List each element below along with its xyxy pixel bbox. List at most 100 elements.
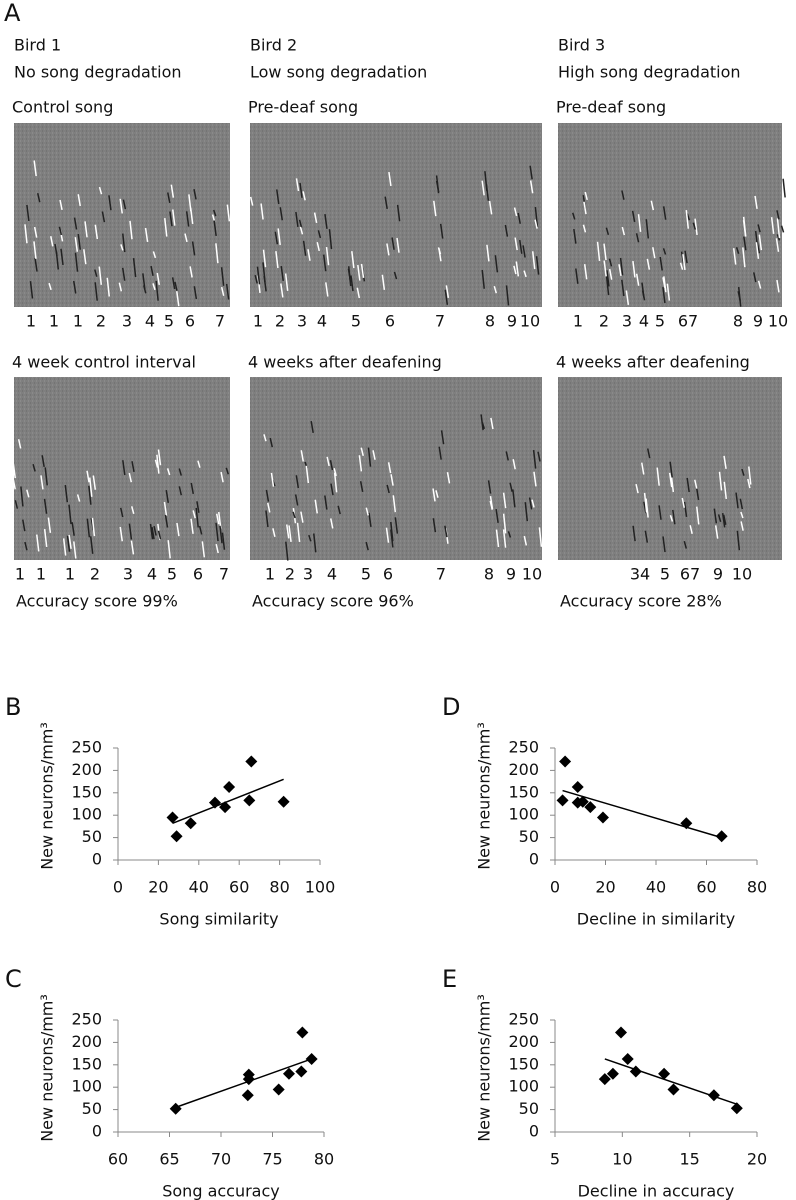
spectrogram-streak: [736, 530, 741, 551]
syllable-label: 1: [15, 565, 25, 584]
spectrogram-streak: [294, 494, 299, 506]
spectrogram-streak: [608, 258, 613, 267]
spectrogram-streak: [267, 502, 271, 513]
spectrogram-streak: [507, 531, 512, 538]
y-axis-title: New neurons/mm³: [475, 722, 494, 870]
spectrogram-streak: [735, 247, 740, 254]
spectrogram-streak: [575, 268, 579, 284]
bird-condition: No song degradation: [14, 63, 182, 82]
spectrogram-streak: [33, 160, 37, 177]
spectrogram-streak: [635, 273, 640, 286]
spectrogram-streak: [505, 285, 510, 306]
panel-label: E: [442, 965, 457, 993]
spectrogram-streak: [174, 281, 178, 291]
spectrogram-streak: [128, 472, 133, 483]
spectrogram-streak: [73, 541, 77, 559]
spectrogram-streak: [662, 287, 666, 304]
spectrogram-streak: [300, 450, 305, 462]
spectrogram-streak: [166, 468, 171, 476]
syllable-label: 67: [680, 565, 700, 584]
spectrogram-streak: [262, 262, 266, 283]
spectrogram-streak: [643, 492, 648, 513]
spectrogram-streak: [313, 212, 318, 224]
data-point: [658, 1067, 671, 1080]
spectrogram-streak: [302, 191, 306, 201]
spectrogram-streak: [517, 212, 521, 224]
spectrogram-streak: [515, 261, 520, 277]
spectrogram-streak: [632, 260, 636, 278]
spectrogram-streak: [286, 524, 290, 539]
spectrogram-streak: [92, 475, 97, 490]
syllable-label: 4: [147, 565, 157, 584]
syllable-label: 5: [167, 565, 177, 584]
spectrogram-streak: [365, 541, 369, 551]
spectrogram-streak: [33, 241, 37, 259]
syllable-label: 10: [520, 312, 540, 331]
spectrogram-title: 4 weeks after deafening: [556, 353, 750, 372]
accuracy-score: Accuracy score 28%: [560, 592, 722, 611]
spectrogram-streak: [753, 272, 757, 283]
spectrogram-streak: [279, 207, 284, 221]
syllable-label: 8: [733, 312, 743, 331]
spectrogram-streak: [313, 533, 317, 553]
accuracy-score: Accuracy score 99%: [16, 592, 178, 611]
spectrogram-streak: [605, 276, 610, 296]
syllable-label: 8: [485, 312, 495, 331]
spectrogram-streak: [522, 245, 526, 258]
bird-name: Bird 2: [250, 36, 297, 55]
spectrogram-streak: [330, 483, 334, 496]
syllable-label: 7: [215, 312, 225, 331]
spectrogram-streak: [164, 514, 169, 528]
spectrogram-streak: [695, 486, 700, 501]
spectrogram-streak: [603, 260, 607, 277]
spectrogram-streak: [328, 229, 333, 250]
y-axis-title: New neurons/mm³: [38, 994, 57, 1142]
spectrogram-streak: [446, 472, 451, 484]
spectrogram-streak: [73, 217, 78, 230]
y-tick-label: 150: [71, 782, 102, 801]
spectrogram-streak: [213, 209, 217, 217]
spectrogram-streak: [714, 525, 719, 539]
spectrogram-streak: [94, 282, 98, 301]
x-tick-label: 5: [550, 1150, 560, 1169]
syllable-label: 67: [678, 312, 698, 331]
spectrogram-streak: [150, 265, 154, 276]
syllable-label: 7: [435, 312, 445, 331]
spectrogram-streak: [196, 501, 200, 513]
syllable-label: 2: [285, 565, 295, 584]
spectrogram-streak: [215, 543, 219, 554]
spectrogram-streak: [12, 478, 16, 490]
spectrogram-streak: [737, 291, 741, 301]
spectrogram-streak: [76, 494, 81, 502]
data-point: [606, 1067, 619, 1080]
spectrogram-streak: [152, 283, 156, 291]
spectrogram-streak: [178, 486, 183, 496]
spectrogram-streak: [662, 536, 666, 553]
spectrogram-streak: [396, 237, 400, 253]
spectrogram-title: Pre-deaf song: [556, 98, 666, 117]
spectrogram-streak: [718, 471, 723, 491]
syllable-label: 10: [732, 565, 752, 584]
spectrogram-streak: [122, 460, 126, 476]
spectrogram-streak: [582, 224, 587, 233]
spectrogram-streak: [668, 472, 673, 488]
spectrogram-streak: [324, 495, 328, 510]
spectrogram-streak: [435, 490, 439, 498]
spectrogram-streak: [528, 497, 533, 510]
spectrogram-streak: [121, 267, 126, 281]
spectrogram-title: Control song: [12, 98, 113, 117]
spectrogram-streak: [154, 459, 159, 468]
spectrogram-streak: [131, 461, 135, 473]
spectrogram-streak: [670, 475, 675, 493]
spectrogram-streak: [512, 489, 516, 508]
spectrogram-streak: [22, 519, 26, 532]
data-point: [296, 1026, 309, 1039]
spectrogram-streak: [84, 221, 88, 238]
spectrogram-streak: [584, 191, 588, 201]
spectrogram-title: 4 week control interval: [12, 353, 196, 372]
spectrogram-streak: [621, 279, 625, 297]
syllable-label: 1: [36, 565, 46, 584]
spectrogram-streak: [275, 251, 279, 269]
syllable-label: 6: [385, 312, 395, 331]
spectrogram-streak: [659, 256, 663, 271]
